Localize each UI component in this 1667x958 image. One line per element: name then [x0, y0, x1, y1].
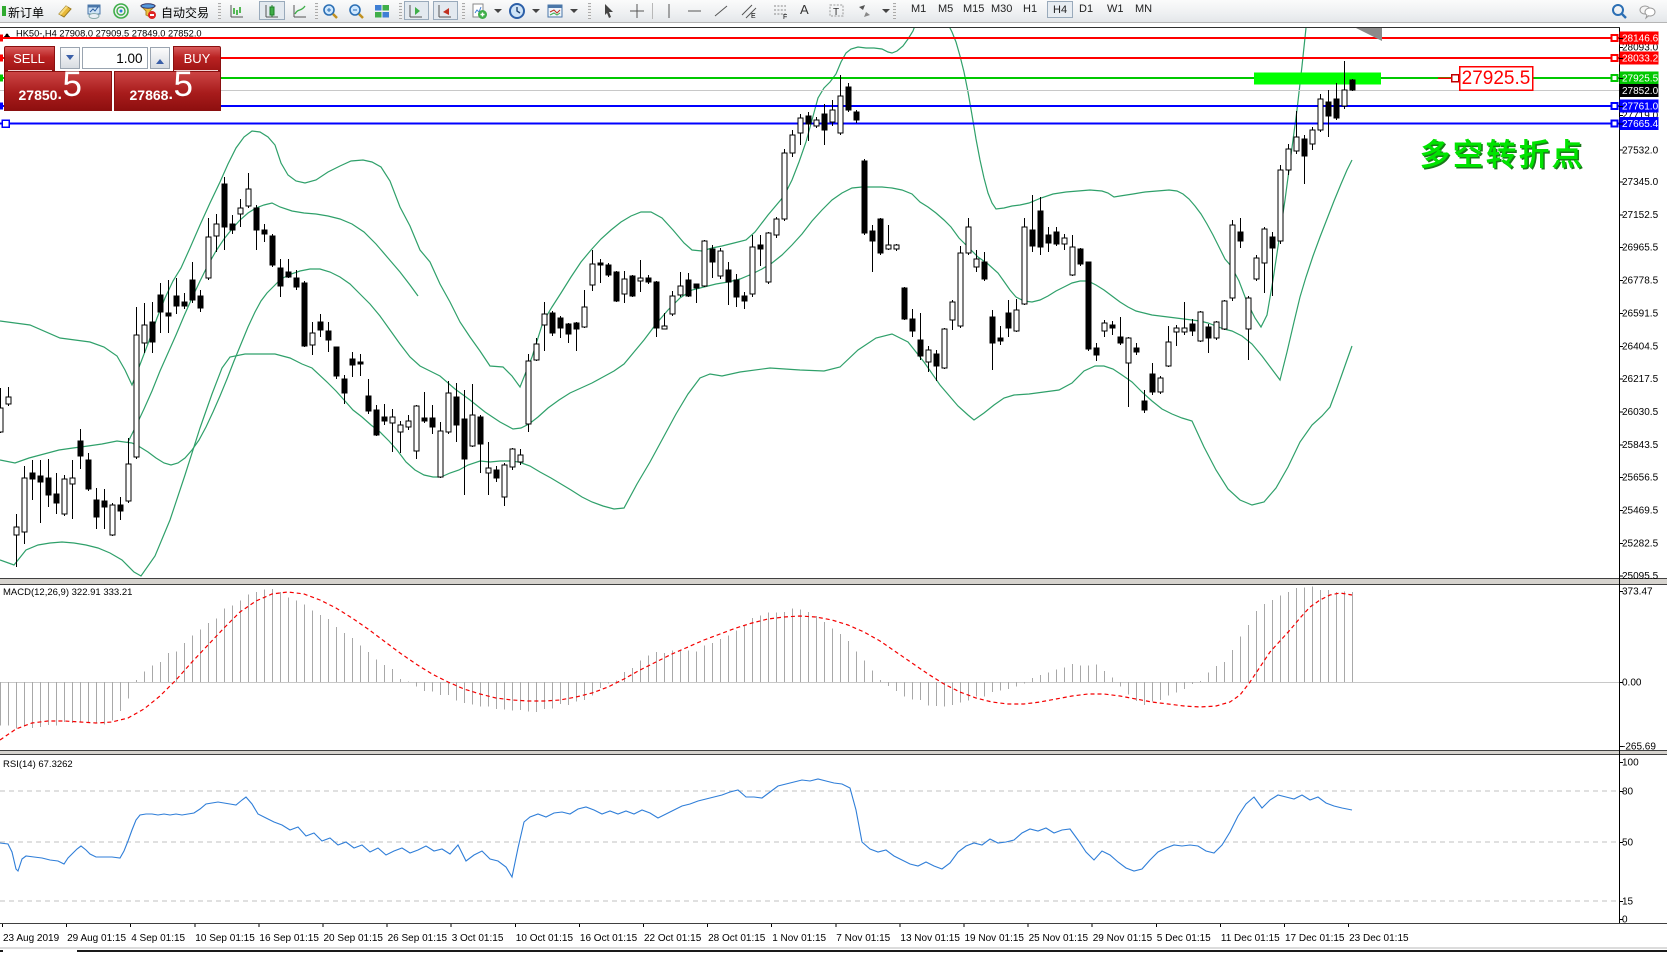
svg-text:26 Sep 01:15: 26 Sep 01:15	[388, 933, 448, 944]
svg-text:50: 50	[1622, 838, 1634, 849]
svg-text:26217.5: 26217.5	[1622, 374, 1659, 385]
svg-text:11 Dec 01:15: 11 Dec 01:15	[1221, 933, 1280, 944]
svg-text:F: F	[783, 14, 787, 20]
svg-text:27852.0: 27852.0	[1622, 86, 1659, 97]
svg-text:27665.4: 27665.4	[1622, 119, 1659, 130]
svg-text:3 Oct 01:15: 3 Oct 01:15	[452, 933, 504, 944]
svg-text:HK50-,H4 27908.0 27909.5 2784: HK50-,H4 27908.0 27909.5 27849.0 27852.0	[16, 29, 202, 39]
svg-text:29 Nov 01:15: 29 Nov 01:15	[1093, 933, 1153, 944]
svg-text:28093.0: 28093.0	[1622, 43, 1659, 54]
svg-text:26778.5: 26778.5	[1622, 276, 1659, 287]
svg-text:26404.5: 26404.5	[1622, 342, 1659, 353]
svg-text:0.00: 0.00	[1622, 678, 1642, 689]
svg-text:多空转折点: 多空转折点	[1422, 141, 1587, 174]
svg-text:25 Nov 01:15: 25 Nov 01:15	[1029, 933, 1089, 944]
svg-text:17 Dec 01:15: 17 Dec 01:15	[1285, 933, 1345, 944]
svg-text:25282.5: 25282.5	[1622, 539, 1659, 550]
svg-text:15: 15	[1622, 897, 1634, 908]
svg-text:16 Sep 01:15: 16 Sep 01:15	[259, 933, 319, 944]
svg-text:23 Aug 2019: 23 Aug 2019	[3, 933, 60, 944]
svg-text:E: E	[751, 13, 756, 20]
svg-text:28 Oct 01:15: 28 Oct 01:15	[708, 933, 766, 944]
svg-text:22 Oct 01:15: 22 Oct 01:15	[644, 933, 702, 944]
svg-text:19 Nov 01:15: 19 Nov 01:15	[965, 933, 1025, 944]
svg-text:25469.5: 25469.5	[1622, 506, 1659, 517]
svg-text:4 Sep 01:15: 4 Sep 01:15	[131, 933, 185, 944]
svg-text:7 Nov 01:15: 7 Nov 01:15	[836, 933, 890, 944]
svg-text:10 Sep 01:15: 10 Sep 01:15	[195, 933, 255, 944]
svg-text:28146.6: 28146.6	[1622, 34, 1659, 45]
svg-text:28033.2: 28033.2	[1622, 54, 1659, 65]
svg-text:27532.0: 27532.0	[1622, 145, 1659, 156]
svg-text:27761.0: 27761.0	[1622, 102, 1659, 113]
svg-text:26591.5: 26591.5	[1622, 309, 1659, 320]
svg-text:27152.5: 27152.5	[1622, 210, 1659, 221]
svg-text:29 Aug 01:15: 29 Aug 01:15	[67, 933, 126, 944]
svg-text:-265.69: -265.69	[1622, 742, 1656, 753]
svg-text:MACD(12,26,9) 322.91 333.21: MACD(12,26,9) 322.91 333.21	[3, 587, 132, 598]
svg-text:20 Sep 01:15: 20 Sep 01:15	[324, 933, 384, 944]
svg-text:多空转折点: 多空转折点	[1420, 139, 1585, 172]
svg-text:5 Dec 01:15: 5 Dec 01:15	[1157, 933, 1211, 944]
svg-text:1 Nov 01:15: 1 Nov 01:15	[772, 933, 826, 944]
svg-text:27345.0: 27345.0	[1622, 177, 1659, 188]
svg-text:100: 100	[1622, 758, 1639, 769]
svg-text:16 Oct 01:15: 16 Oct 01:15	[580, 933, 638, 944]
svg-text:26965.5: 26965.5	[1622, 243, 1659, 254]
svg-text:10 Oct 01:15: 10 Oct 01:15	[516, 933, 574, 944]
svg-text:27925.5: 27925.5	[1462, 68, 1531, 89]
svg-text:13 Nov 01:15: 13 Nov 01:15	[900, 933, 960, 944]
svg-text:26030.5: 26030.5	[1622, 407, 1659, 418]
svg-text:23 Dec 01:15: 23 Dec 01:15	[1349, 933, 1409, 944]
svg-text:RSI(14) 67.3262: RSI(14) 67.3262	[3, 759, 73, 770]
svg-text:80: 80	[1622, 787, 1634, 798]
svg-text:0: 0	[1622, 915, 1628, 926]
svg-text:27925.5: 27925.5	[1622, 74, 1659, 85]
svg-text:T: T	[833, 7, 839, 18]
svg-text:27719.0: 27719.0	[1622, 111, 1659, 122]
svg-text:25843.5: 25843.5	[1622, 440, 1659, 451]
svg-text:373.47: 373.47	[1622, 587, 1653, 598]
svg-text:25656.5: 25656.5	[1622, 473, 1659, 484]
svg-text:25095.5: 25095.5	[1622, 571, 1659, 582]
